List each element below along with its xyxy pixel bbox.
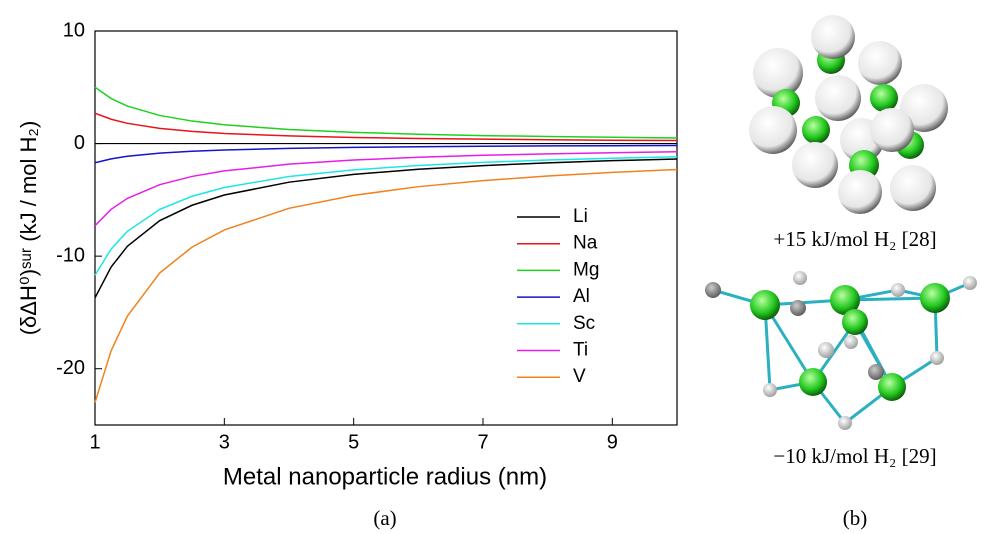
panel-label: (a) <box>373 506 396 530</box>
x-tick-label: 9 <box>607 431 618 453</box>
panel-label: (b) <box>843 506 868 530</box>
series-line <box>94 144 678 164</box>
legend-label: Na <box>573 233 598 254</box>
series-line <box>94 168 678 403</box>
cluster-image <box>749 15 948 214</box>
series-line <box>94 86 678 139</box>
legend-label: Ti <box>573 340 588 361</box>
x-tick-label: 1 <box>89 431 100 453</box>
x-axis-label: Metal nanoparticle radius (nm) <box>223 463 547 490</box>
legend-label: Al <box>573 286 590 307</box>
legend-label: V <box>573 366 586 387</box>
legend-label: Sc <box>573 313 595 334</box>
caption: +15 kJ/mol H₂ [28] <box>773 227 936 251</box>
y-tick-label: -20 <box>56 357 85 379</box>
x-tick-label: 7 <box>477 431 488 453</box>
legend-label: Li <box>573 206 588 227</box>
caption: −10 kJ/mol H₂ [29] <box>773 444 936 468</box>
molecule-image <box>705 271 977 430</box>
series-line <box>94 151 678 227</box>
series-line <box>94 112 678 142</box>
x-tick-label: 5 <box>348 431 359 453</box>
y-tick-label: -10 <box>56 244 85 266</box>
y-tick-label: 0 <box>74 132 85 154</box>
y-tick-label: 10 <box>63 19 85 41</box>
plot-frame <box>94 30 678 426</box>
y-axis-label: (δΔH⁰)ˢᵘʳ (kJ / mol H₂) <box>16 121 41 336</box>
x-tick-label: 3 <box>219 431 230 453</box>
legend-label: Mg <box>573 259 599 280</box>
series-line <box>94 155 678 276</box>
series-line <box>94 158 678 299</box>
